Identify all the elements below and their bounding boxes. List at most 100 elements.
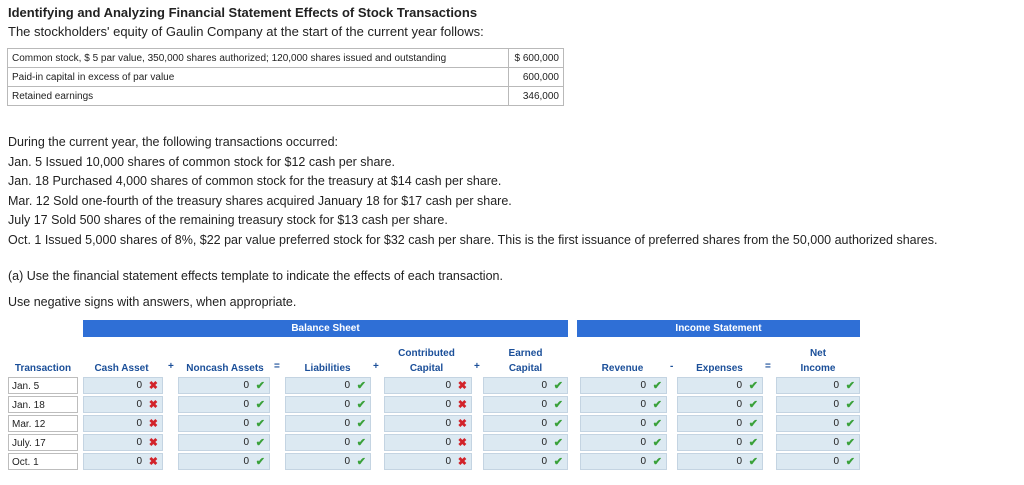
cell-value: 0 xyxy=(136,456,142,467)
correct-icon: ✔ xyxy=(652,437,662,449)
correct-icon: ✔ xyxy=(553,380,563,392)
transaction-line: Jan. 5 Issued 10,000 shares of common st… xyxy=(8,154,396,169)
revenue-input[interactable]: 0 ✔ xyxy=(580,415,667,432)
revenue-input[interactable]: 0 ✔ xyxy=(580,453,667,470)
cell-value: 0 xyxy=(136,437,142,448)
col-earned-capital-1: Earned xyxy=(508,348,543,359)
correct-icon: ✔ xyxy=(652,380,662,392)
correct-icon: ✔ xyxy=(748,399,758,411)
earned-capital-input[interactable]: 0 ✔ xyxy=(483,377,568,394)
cash-asset-input[interactable]: 0 ✖ xyxy=(83,396,163,413)
liabilities-input[interactable]: 0 ✔ xyxy=(285,377,371,394)
cash-asset-input[interactable]: 0 ✖ xyxy=(83,377,163,394)
contributed-capital-input[interactable]: 0 ✖ xyxy=(384,377,472,394)
correct-icon: ✔ xyxy=(748,437,758,449)
cell-value: 0 xyxy=(136,418,142,429)
expenses-input[interactable]: 0 ✔ xyxy=(677,415,763,432)
cell-value: 0 xyxy=(736,456,742,467)
cell-value: 0 xyxy=(243,437,249,448)
incorrect-icon: ✖ xyxy=(457,399,467,411)
noncash-assets-input[interactable]: 0 ✔ xyxy=(178,415,270,432)
correct-icon: ✔ xyxy=(845,456,855,468)
net-income-input[interactable]: 0 ✔ xyxy=(776,377,860,394)
transaction-line: July 17 Sold 500 shares of the remaining… xyxy=(8,213,448,227)
cell-value: 0 xyxy=(445,456,451,467)
liabilities-input[interactable]: 0 ✔ xyxy=(285,415,371,432)
cell-value: 0 xyxy=(541,437,547,448)
expenses-input[interactable]: 0 ✔ xyxy=(677,377,763,394)
noncash-assets-input[interactable]: 0 ✔ xyxy=(178,434,270,451)
noncash-assets-input[interactable]: 0 ✔ xyxy=(178,377,270,394)
transaction-line: Oct. 1 Issued 5,000 shares of 8%, $22 pa… xyxy=(8,232,938,247)
cash-asset-input[interactable]: 0 ✖ xyxy=(83,415,163,432)
earned-capital-input[interactable]: 0 ✔ xyxy=(483,415,568,432)
revenue-input[interactable]: 0 ✔ xyxy=(580,396,667,413)
contributed-capital-input[interactable]: 0 ✖ xyxy=(384,453,472,470)
correct-icon: ✔ xyxy=(553,456,563,468)
cell-value: 0 xyxy=(640,437,646,448)
cell-value: 0 xyxy=(541,418,547,429)
cell-value: 0 xyxy=(445,399,451,410)
col-net-income-2: Income xyxy=(800,363,836,374)
cell-value: 0 xyxy=(640,418,646,429)
cell-value: 0 xyxy=(736,399,742,410)
transaction-line: Mar. 12 Sold one-fourth of the treasury … xyxy=(8,193,512,208)
contributed-capital-input[interactable]: 0 ✖ xyxy=(384,434,472,451)
equity-value: 346,000 xyxy=(508,86,564,106)
equity-value: $ 600,000 xyxy=(508,48,564,68)
equals-operator: = xyxy=(274,361,280,372)
transactions-intro: During the current year, the following t… xyxy=(8,135,339,149)
earned-capital-input[interactable]: 0 ✔ xyxy=(483,396,568,413)
cash-asset-input[interactable]: 0 ✖ xyxy=(83,453,163,470)
net-income-input[interactable]: 0 ✔ xyxy=(776,453,860,470)
expenses-input[interactable]: 0 ✔ xyxy=(677,434,763,451)
cell-value: 0 xyxy=(833,456,839,467)
correct-icon: ✔ xyxy=(652,418,662,430)
contributed-capital-input[interactable]: 0 ✖ xyxy=(384,415,472,432)
cell-value: 0 xyxy=(344,399,350,410)
col-revenue: Revenue xyxy=(601,363,644,374)
net-income-input[interactable]: 0 ✔ xyxy=(776,415,860,432)
plus-operator: + xyxy=(373,361,379,372)
correct-icon: ✔ xyxy=(845,437,855,449)
incorrect-icon: ✖ xyxy=(457,456,467,468)
equity-value: 600,000 xyxy=(508,67,564,87)
table-row: Common stock, $ 5 par value, 350,000 sha… xyxy=(7,48,564,68)
row-label: Jan. 18 xyxy=(8,396,78,413)
correct-icon: ✔ xyxy=(255,399,265,411)
equity-label: Retained earnings xyxy=(7,86,509,106)
intro-text: The stockholders' equity of Gaulin Compa… xyxy=(8,24,484,39)
liabilities-input[interactable]: 0 ✔ xyxy=(285,453,371,470)
revenue-input[interactable]: 0 ✔ xyxy=(580,434,667,451)
net-income-input[interactable]: 0 ✔ xyxy=(776,396,860,413)
cell-value: 0 xyxy=(344,380,350,391)
earned-capital-input[interactable]: 0 ✔ xyxy=(483,453,568,470)
net-income-input[interactable]: 0 ✔ xyxy=(776,434,860,451)
liabilities-input[interactable]: 0 ✔ xyxy=(285,434,371,451)
noncash-assets-input[interactable]: 0 ✔ xyxy=(178,396,270,413)
equity-table: Common stock, $ 5 par value, 350,000 sha… xyxy=(7,48,564,106)
revenue-input[interactable]: 0 ✔ xyxy=(580,377,667,394)
cell-value: 0 xyxy=(445,418,451,429)
noncash-assets-input[interactable]: 0 ✔ xyxy=(178,453,270,470)
col-earned-capital-2: Capital xyxy=(508,363,543,374)
expenses-input[interactable]: 0 ✔ xyxy=(677,396,763,413)
question-a: (a) Use the financial statement effects … xyxy=(8,269,503,283)
contributed-capital-input[interactable]: 0 ✖ xyxy=(384,396,472,413)
col-cash-asset: Cash Asset xyxy=(94,363,149,374)
incorrect-icon: ✖ xyxy=(148,456,158,468)
earned-capital-input[interactable]: 0 ✔ xyxy=(483,434,568,451)
correct-icon: ✔ xyxy=(748,418,758,430)
cash-asset-input[interactable]: 0 ✖ xyxy=(83,434,163,451)
page-title: Identifying and Analyzing Financial Stat… xyxy=(8,5,478,20)
expenses-input[interactable]: 0 ✔ xyxy=(677,453,763,470)
correct-icon: ✔ xyxy=(356,437,366,449)
cell-value: 0 xyxy=(640,456,646,467)
liabilities-input[interactable]: 0 ✔ xyxy=(285,396,371,413)
correct-icon: ✔ xyxy=(845,380,855,392)
cell-value: 0 xyxy=(344,418,350,429)
incorrect-icon: ✖ xyxy=(148,437,158,449)
transactions-list: During the current year, the following t… xyxy=(8,133,937,250)
cell-value: 0 xyxy=(243,456,249,467)
cell-value: 0 xyxy=(541,399,547,410)
